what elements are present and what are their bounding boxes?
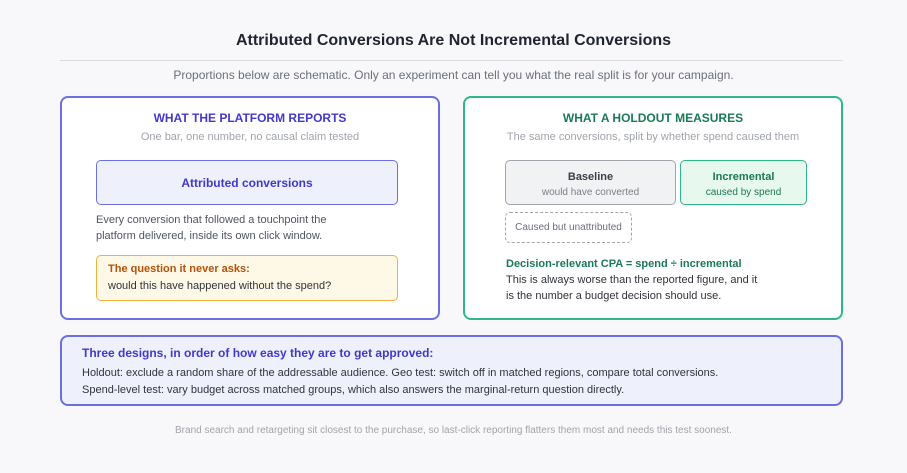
unattributed-label: Caused but unattributed [515, 222, 622, 233]
baseline-box [505, 160, 676, 205]
designs-heading: Three designs, in order of how easy they… [82, 346, 434, 360]
right-panel [463, 96, 843, 320]
footer: Brand search and retargeting sit closest… [175, 425, 732, 436]
callout [96, 255, 398, 301]
bar-label: Attributed conversions [181, 176, 313, 190]
incremental-label: Incremental [712, 171, 775, 183]
description-line: is the number a budget decision should u… [506, 290, 722, 302]
formula: Decision-relevant CPA = spend ÷ incremen… [506, 258, 742, 270]
description-line: platform delivered, inside its own click… [96, 230, 323, 242]
designs-line: Holdout: exclude a random share of the a… [82, 367, 719, 379]
unattributed-box [505, 212, 632, 243]
panel-heading: WHAT THE PLATFORM REPORTS [153, 111, 347, 125]
baseline-caption: would have converted [541, 187, 640, 198]
panel-heading: WHAT A HOLDOUT MEASURES [562, 111, 744, 125]
description-line: This is always worse than the reported f… [506, 274, 758, 286]
callout-title: The question it never asks: [108, 263, 250, 275]
rule [60, 60, 843, 61]
subtitle: Proportions below are schematic. Only an… [173, 68, 734, 82]
panel-subheading: One bar, one number, no causal claim tes… [140, 131, 360, 143]
incremental-box [680, 160, 807, 205]
title: Attributed Conversions Are Not Increment… [235, 32, 672, 49]
baseline-label: Baseline [567, 171, 614, 183]
attributed-bar [96, 160, 398, 205]
designs-line: Spend-level test: vary budget across mat… [82, 384, 625, 396]
designs-panel [60, 335, 843, 406]
description-line: Every conversion that followed a touchpo… [96, 214, 327, 226]
panel-subheading: The same conversions, split by whether s… [506, 131, 800, 143]
callout-text: would this have happened without the spe… [108, 280, 332, 292]
incremental-caption: caused by spend [705, 187, 782, 198]
